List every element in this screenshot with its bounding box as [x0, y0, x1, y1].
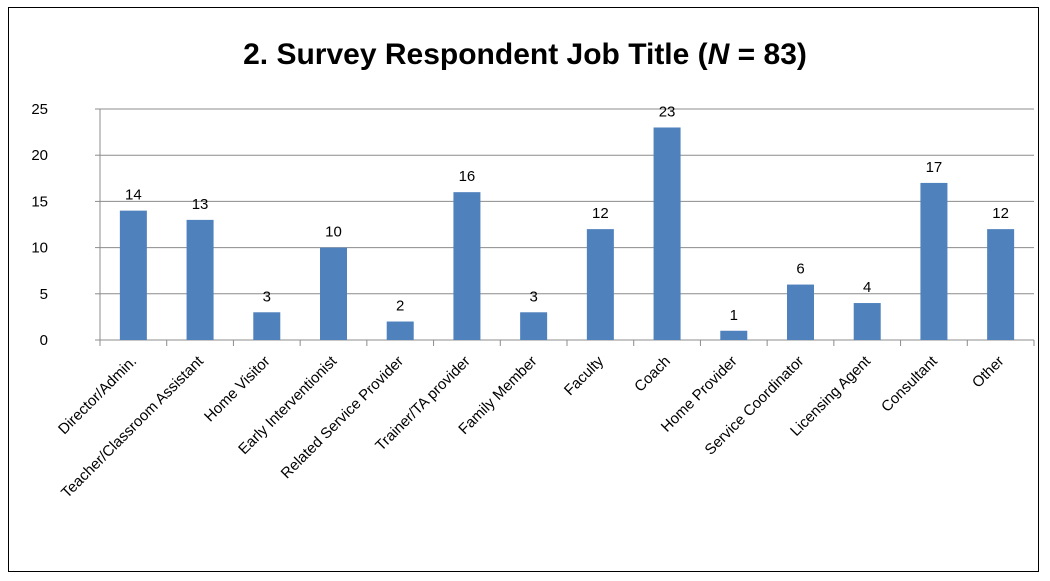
data-label: 2: [396, 298, 404, 315]
y-tick-label: 0: [40, 332, 48, 349]
data-label: 14: [125, 187, 142, 204]
data-label: 12: [592, 205, 609, 222]
data-label: 3: [529, 288, 537, 305]
data-label: 12: [992, 205, 1009, 222]
bar: [920, 182, 948, 340]
data-label: 3: [263, 288, 271, 305]
y-tick-label: 25: [31, 101, 48, 118]
data-label: 1: [730, 307, 738, 324]
data-label: 23: [659, 103, 676, 120]
bar: [386, 321, 414, 340]
data-label: 13: [192, 196, 209, 213]
chart-title: 2. Survey Respondent Job Title (N = 83): [0, 38, 1050, 72]
bar: [253, 312, 281, 340]
data-label: 17: [926, 159, 943, 176]
y-tick-label: 5: [40, 286, 48, 303]
category-label: Teacher/Classroom Assistant: [58, 352, 207, 501]
bar: [720, 330, 748, 340]
bar: [520, 312, 548, 340]
category-label: Coach: [631, 353, 674, 396]
data-label: 6: [796, 261, 804, 278]
chart-title-suffix: = 83): [729, 38, 807, 71]
bar: [453, 192, 481, 340]
y-tick-label: 10: [31, 240, 48, 257]
bar: [320, 247, 347, 340]
bar: [987, 229, 1015, 340]
data-label: 10: [325, 224, 342, 241]
chart-title-italic: N: [707, 38, 730, 71]
bar: [853, 303, 881, 340]
y-tick-label: 15: [31, 193, 48, 210]
data-label: 16: [459, 168, 476, 185]
category-label: Other: [969, 353, 1008, 392]
data-label: 4: [863, 279, 871, 296]
y-tick-label: 20: [31, 147, 48, 164]
category-label: Related Service Provider: [278, 353, 407, 482]
chart-frame: [8, 7, 1039, 572]
category-label: Home Visitor: [201, 353, 274, 426]
bar: [653, 127, 681, 340]
chart-title-prefix: 2. Survey Respondent Job Title (: [243, 38, 708, 71]
category-label: Consultant: [878, 352, 941, 415]
bar: [119, 210, 147, 340]
bar: [186, 219, 214, 340]
category-label: Faculty: [561, 352, 608, 399]
bar: [787, 284, 814, 340]
bar: [586, 229, 614, 340]
